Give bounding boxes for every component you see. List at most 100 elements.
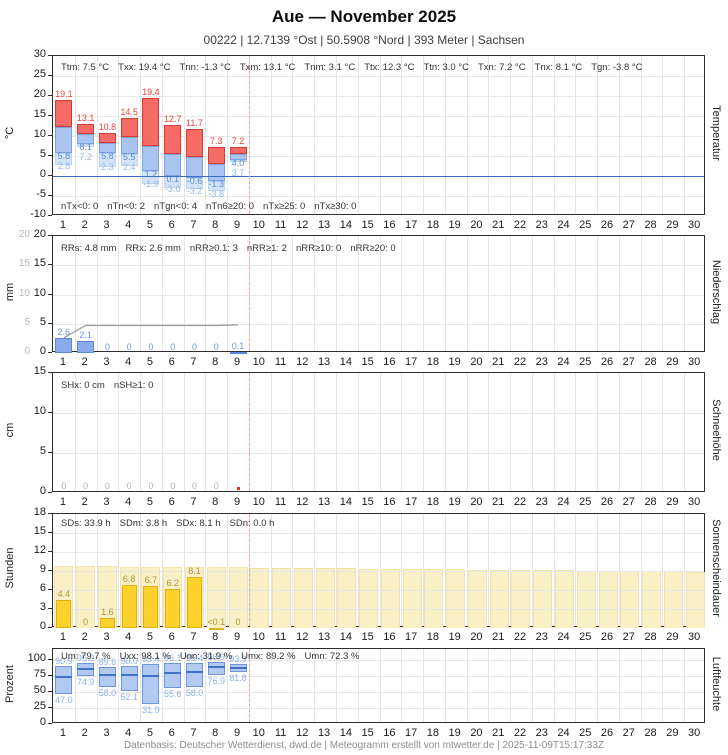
stat-item: nTn6≥20: 0: [206, 201, 255, 212]
x-axis-day-label: 8: [212, 496, 219, 508]
sunshine-bar: [121, 584, 137, 628]
grid-line-vertical: [292, 373, 294, 491]
stat-item: nTx<0: 0: [61, 201, 99, 212]
daylight-max-bar: [402, 569, 422, 628]
temp-max-bar: [207, 146, 225, 164]
y-axis-tick-label: 0: [39, 716, 46, 728]
snow-value: 0: [104, 481, 110, 491]
temp-ground-min-value: -3.0: [164, 183, 181, 194]
grid-line-vertical: [270, 236, 272, 351]
grid-line-vertical: [357, 514, 359, 626]
grid-line-vertical: [640, 649, 642, 722]
grid-line-vertical: [423, 56, 425, 214]
x-axis-day-label: 6: [168, 356, 175, 368]
x-axis-day-label: 25: [579, 631, 592, 643]
x-axis-day-label: 30: [687, 496, 701, 508]
x-axis-day-label: 4: [125, 496, 132, 508]
humidity-range-bar: [120, 666, 138, 691]
sunshine-bar: [99, 617, 115, 628]
x-axis-day-label: 22: [513, 219, 527, 231]
grid-line-vertical: [531, 649, 533, 722]
grid-line-vertical: [684, 236, 686, 351]
panel-right-label: Sonnenscheindauer: [710, 519, 722, 617]
x-axis-day-label: 10: [252, 356, 265, 368]
humidity-min-value: 52.1: [120, 691, 138, 702]
stat-item: nTgn<0: 4: [154, 201, 198, 212]
grid-line-vertical: [335, 514, 337, 626]
y-axis-tick-label: -10: [30, 208, 46, 220]
x-axis-day-label: 8: [212, 356, 219, 368]
y-axis-tick: [48, 195, 52, 196]
grid-line-vertical: [227, 236, 229, 351]
humidity-mean-line: [164, 672, 182, 675]
precipitation-value: 0: [148, 342, 154, 352]
y-axis-tick-label: 15: [33, 365, 46, 377]
x-axis-day-label: 27: [622, 727, 635, 739]
x-axis-day-label: 30: [687, 727, 701, 739]
panel-right-label: Temperatur: [710, 105, 722, 161]
temp-min-bar: [185, 156, 203, 179]
grid-line-vertical: [597, 373, 599, 491]
current-date-line: [248, 514, 250, 626]
grid-line-vertical: [74, 56, 76, 214]
y-axis-tick-label: 30: [33, 48, 46, 60]
stat-item: nRR≥1: 2: [246, 243, 287, 254]
grid-line-vertical: [314, 236, 316, 351]
humidity-min-value: 74.9: [76, 677, 95, 688]
x-axis-day-label: 9: [233, 727, 241, 739]
grid-line-horizontal: [53, 136, 704, 137]
temp-ground-min-bar: [98, 152, 116, 167]
y-axis-tick-label: 15: [33, 108, 46, 120]
y-axis-tick: [48, 691, 52, 692]
humidity-max-value: 89.6: [98, 656, 117, 667]
humidity-mean-line: [77, 667, 95, 670]
grid-line-vertical: [379, 236, 381, 351]
y-axis-tick: [48, 264, 52, 266]
data-source-footer: Datenbasis: Deutscher Wetterdienst, dwd.…: [123, 740, 605, 751]
x-axis-day-label: 26: [600, 219, 614, 231]
stat-item: Unn: 31.9 %: [179, 651, 233, 662]
grid-line-vertical: [205, 236, 207, 351]
y-axis-tick: [48, 675, 52, 676]
x-axis-day-label: 6: [168, 631, 175, 643]
x-axis-day-label: 15: [361, 496, 374, 508]
stat-item: Ttn: 3.0 °C: [423, 62, 469, 73]
grid-line-vertical: [96, 56, 98, 214]
x-axis-day-label: 19: [448, 496, 461, 508]
stats-row: Um: 79.7 % Uxx: 98.1 % Unn: 31.9 % Umx: 89.…: [61, 651, 368, 662]
humidity-range-bar: [142, 664, 160, 704]
grid-line-vertical: [379, 649, 381, 722]
grid-line-vertical: [444, 514, 446, 626]
cumulative-precip-line: [63, 324, 239, 339]
grid-line-vertical: [510, 373, 512, 491]
y-axis-outer-tick-label: 15: [18, 258, 30, 270]
temp-max-bar: [164, 125, 182, 154]
x-axis-day-label: 7: [190, 219, 197, 231]
grid-line-vertical: [488, 56, 490, 214]
grid-line-horizontal: [53, 708, 704, 709]
temp-max-value: 19.1: [55, 88, 73, 99]
temp-ground-min-bar: [229, 160, 247, 162]
sunshine-bar: [165, 588, 181, 628]
grid-line-vertical: [118, 373, 120, 491]
grid-line-horizontal: [53, 692, 704, 693]
humidity-range-bar: [98, 666, 116, 687]
daylight-max-bar: [250, 567, 270, 628]
x-axis-day-label: 24: [557, 727, 570, 739]
grid-line-vertical: [314, 649, 316, 722]
y-axis-tick: [48, 235, 52, 236]
temp-min-bar: [98, 143, 116, 153]
x-axis-day-label: 2: [81, 356, 88, 368]
x-axis-day-label: 7: [190, 727, 197, 739]
grid-line-vertical: [270, 56, 272, 214]
grid-line-vertical: [379, 56, 381, 214]
x-axis-day-label: 21: [492, 496, 505, 508]
daylight-max-bar: [467, 569, 487, 628]
grid-line-vertical: [444, 373, 446, 491]
x-axis-day-label: 21: [492, 219, 505, 231]
humidity-max-value: 95.4: [185, 652, 204, 663]
temp-ground-min-bar: [77, 143, 95, 148]
x-axis-day-label: 24: [557, 219, 570, 231]
daylight-max-bar: [446, 569, 466, 628]
humidity-min-value: 81.8: [229, 672, 247, 683]
